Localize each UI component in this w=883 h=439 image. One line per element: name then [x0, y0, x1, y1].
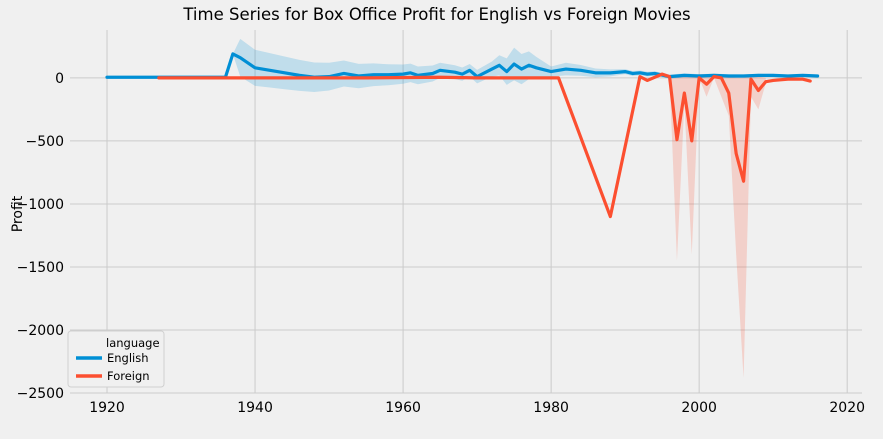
x-tick-label: 1980 — [533, 400, 569, 416]
y-tick-label: −500 — [26, 134, 64, 150]
y-tick-label: −1000 — [17, 197, 64, 213]
x-tick-label: 1920 — [89, 400, 125, 416]
confidence-band-layer — [232, 38, 818, 378]
foreign-confidence-band — [669, 74, 766, 378]
chart-title: Time Series for Box Office Profit for En… — [182, 5, 690, 24]
y-axis-label: Profit — [10, 195, 26, 232]
x-tick-label: 2020 — [829, 400, 865, 416]
legend-box — [67, 330, 165, 388]
series-line-layer — [105, 52, 820, 219]
legend: language English Foreign — [67, 330, 165, 388]
legend-label-foreign: Foreign — [107, 369, 150, 383]
legend-title: language — [106, 336, 160, 350]
legend-label-english: English — [107, 351, 149, 365]
tick-label-layer: 1920 1940 1960 1980 2000 2020 0 −500 −1000 −1500 −… — [17, 71, 865, 416]
series-line-foreign — [157, 72, 812, 219]
y-tick-label: −2000 — [17, 323, 64, 339]
y-tick-label: −2500 — [17, 386, 64, 402]
series-line-english — [105, 52, 820, 79]
x-tick-label: 2000 — [681, 400, 717, 416]
grid-layer — [70, 30, 862, 394]
y-tick-label: −1500 — [17, 260, 64, 276]
y-tick-label: 0 — [55, 71, 64, 87]
x-tick-label: 1960 — [385, 400, 421, 416]
x-tick-label: 1940 — [237, 400, 273, 416]
